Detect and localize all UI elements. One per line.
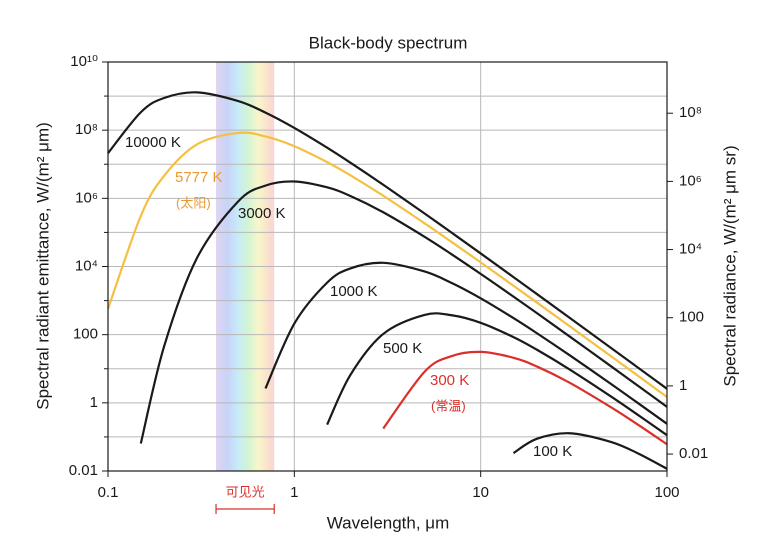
plot-frame <box>107 61 668 472</box>
y-tick-label: 10⁸ <box>75 121 98 138</box>
x-tick-label: 10 <box>472 484 489 501</box>
y2-tick-label: 1 <box>679 377 687 394</box>
y-tick-label: 10¹⁰ <box>70 53 98 70</box>
series-sublabel: (太阳) <box>176 195 211 210</box>
y2-tick-label: 10⁸ <box>679 104 702 121</box>
series-line <box>326 312 668 437</box>
y2-axis-title: Spectral radiance, W/(m² μm sr) <box>720 145 739 386</box>
series-label: 100 K <box>533 443 572 460</box>
series-label: 300 K <box>430 372 469 389</box>
series-label: 1000 K <box>330 283 378 300</box>
x-tick-label: 0.1 <box>98 484 119 501</box>
series-label: 3000 K <box>238 205 286 222</box>
series-line <box>106 131 668 398</box>
series-label: 10000 K <box>125 134 181 151</box>
series-line <box>382 350 668 446</box>
y2-tick-label: 10⁶ <box>679 172 702 189</box>
y-tick-label: 10⁶ <box>75 189 98 206</box>
x-axis-title: Wavelength, μm <box>327 513 450 532</box>
y-axis-title: Spectral radiant emittance, W/(m² μm) <box>33 122 52 410</box>
series-sublabel: (常温) <box>431 398 466 413</box>
visible-label: 可见光 <box>226 484 265 499</box>
visible-bracket <box>215 504 275 514</box>
y2-tick-label: 0.01 <box>679 445 708 462</box>
y-tick-label: 100 <box>73 326 98 343</box>
y-tick-label: 1 <box>90 394 98 411</box>
series-line <box>139 180 668 444</box>
series-line <box>264 261 668 425</box>
series-label: 500 K <box>383 340 422 357</box>
y2-tick-label: 100 <box>679 309 704 326</box>
x-tick-label: 1 <box>290 484 298 501</box>
y-tick-label: 0.01 <box>69 462 98 479</box>
chart-title: Black-body spectrum <box>309 33 468 52</box>
series-line <box>107 91 668 390</box>
y-tick-label: 10⁴ <box>75 257 98 274</box>
y2-tick-label: 10⁴ <box>679 241 702 258</box>
x-tick-label: 100 <box>654 484 679 501</box>
series-label: 5777 K <box>175 169 223 186</box>
series-line <box>512 432 668 470</box>
